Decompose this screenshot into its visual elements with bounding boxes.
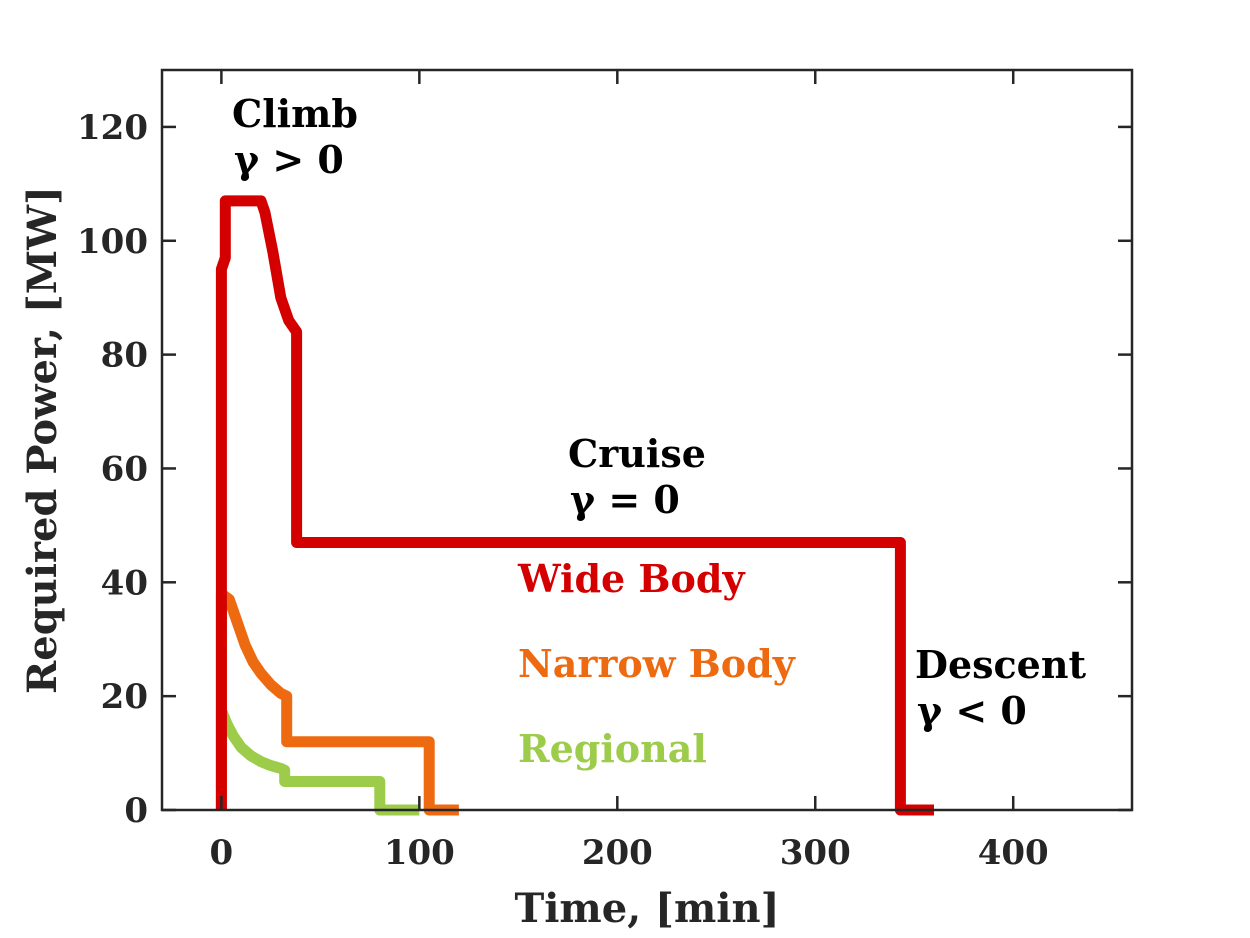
y-tick-label: 120 bbox=[77, 108, 148, 148]
y-tick-label: 80 bbox=[101, 336, 148, 376]
descent-annotation-label: Descent bbox=[915, 642, 1086, 687]
y-tick-label: 60 bbox=[101, 449, 148, 489]
x-axis-title: Time, [min] bbox=[514, 885, 779, 932]
series-label-wide-body: Wide Body bbox=[517, 556, 745, 601]
y-tick-label: 40 bbox=[101, 563, 148, 603]
descent-annotation: Descent γ < 0 bbox=[915, 642, 1086, 733]
series-line-regional bbox=[215, 704, 420, 816]
series-label-narrow-body: Narrow Body bbox=[518, 641, 796, 686]
plot-frame bbox=[160, 68, 1134, 812]
descent-annotation-gamma: γ < 0 bbox=[917, 688, 1027, 733]
ticks-layer: 0 100 200 300 400 0 20 40 60 80 100 120 bbox=[77, 70, 1132, 873]
climb-annotation-label: Climb bbox=[232, 91, 358, 136]
y-tick-label: 100 bbox=[77, 222, 148, 262]
x-tick-label: 200 bbox=[582, 833, 653, 873]
cruise-annotation-label: Cruise bbox=[568, 431, 706, 476]
cruise-annotation: Cruise γ = 0 bbox=[568, 431, 706, 522]
climb-annotation-gamma: γ > 0 bbox=[234, 137, 344, 182]
y-tick-label: 0 bbox=[124, 791, 148, 831]
climb-annotation: Climb γ > 0 bbox=[232, 91, 358, 182]
y-tick-label: 20 bbox=[101, 677, 148, 717]
cruise-annotation-gamma: γ = 0 bbox=[570, 477, 680, 522]
x-tick-label: 0 bbox=[210, 833, 234, 873]
x-tick-label: 400 bbox=[978, 833, 1049, 873]
x-tick-label: 300 bbox=[780, 833, 851, 873]
series-layer bbox=[215, 195, 934, 816]
x-tick-label: 100 bbox=[384, 833, 455, 873]
series-label-regional: Regional bbox=[518, 726, 707, 771]
series-line-narrow-body bbox=[215, 588, 459, 816]
series-line-wide-body bbox=[215, 195, 934, 816]
y-axis-title: Required Power, [MW] bbox=[19, 186, 66, 694]
